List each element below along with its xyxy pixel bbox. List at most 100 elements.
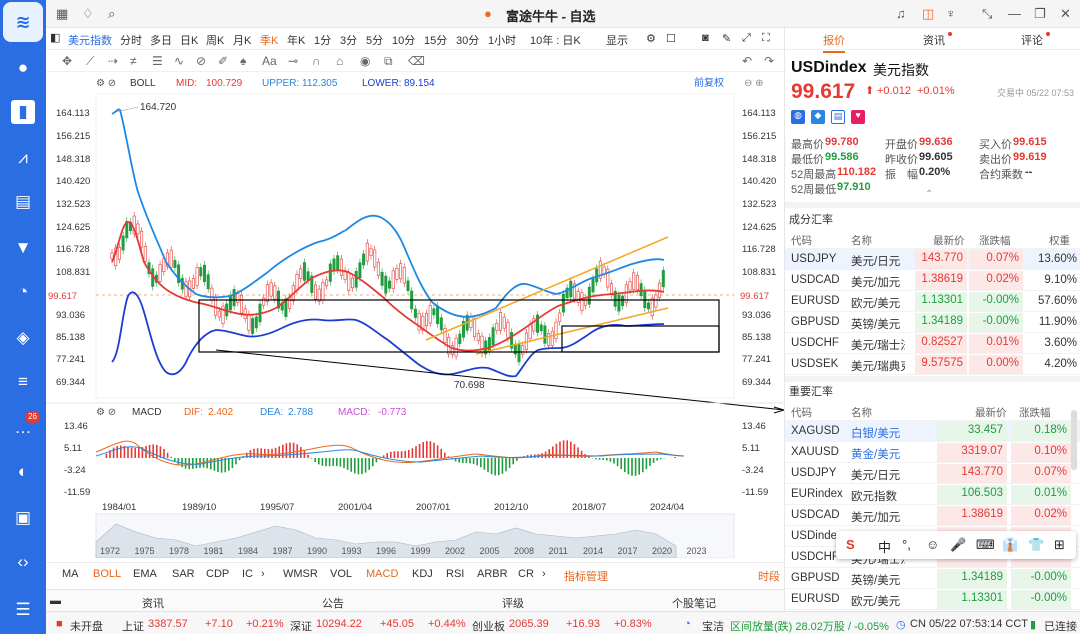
ind-ic[interactable]: IC	[242, 568, 253, 580]
col-name[interactable]: 名称	[851, 235, 872, 247]
message-icon[interactable]: … 26	[11, 411, 40, 440]
fib-tool-icon[interactable]: ☰	[152, 54, 163, 68]
tab-daily[interactable]: 日K	[180, 35, 199, 47]
col-pct[interactable]: 涨跌幅	[979, 235, 1011, 247]
portfolio-pie-icon[interactable]: ◔	[17, 282, 29, 301]
brush-tool-icon[interactable]: ♠	[240, 54, 247, 68]
tab-info[interactable]: 资讯	[923, 32, 952, 48]
ind-sar[interactable]: SAR	[172, 568, 195, 580]
ime-skin-icon[interactable]: 👔	[1002, 537, 1019, 552]
ind-cdp[interactable]: CDP	[206, 568, 230, 580]
tab-5min[interactable]: 5分	[366, 35, 384, 47]
search-icon[interactable]: ⌕	[108, 6, 116, 21]
eye-icon[interactable]: ◉	[360, 54, 371, 68]
layers-icon[interactable]: ⧉	[384, 54, 393, 68]
ime-grid-icon[interactable]: ⊞	[1054, 537, 1065, 552]
lock-icon[interactable]: ⌂	[336, 54, 344, 68]
expand-icon[interactable]: ⤢	[742, 32, 751, 44]
table-row[interactable]: GBPUSD 英镑/美元 1.34189 -0.00% 11.90%	[785, 312, 1080, 333]
magnet-icon[interactable]: ∩	[312, 54, 321, 68]
news-icon[interactable]: ≡	[18, 372, 28, 391]
channel-lower-line[interactable]	[475, 307, 669, 355]
settings-gear-icon[interactable]: ⚙	[646, 33, 656, 45]
ind-more-icon[interactable]: ›	[542, 568, 546, 580]
tab-quote[interactable]: 报价	[823, 32, 845, 53]
pencil-tool-icon[interactable]: ✐	[218, 54, 229, 68]
range-select[interactable]: 10年 : 日K	[530, 35, 581, 47]
code-icon[interactable]: ‹›	[17, 552, 29, 571]
tab-comments[interactable]: 评论	[1021, 32, 1050, 48]
ind-next-icon[interactable]: ›	[261, 568, 265, 580]
ime-logo-icon[interactable]: S	[846, 537, 855, 552]
line-tool-icon[interactable]: ⟋	[86, 54, 95, 68]
shrink-icon[interactable]: ⤡	[982, 6, 993, 21]
table-row[interactable]: EURUSD 欧元/美元 1.13301 -0.00%	[785, 589, 1080, 610]
ind-cr[interactable]: CR	[518, 568, 534, 580]
news-ticker[interactable]: 宝洁	[702, 621, 724, 633]
tab-30min[interactable]: 30分	[456, 35, 480, 47]
collapse-icon[interactable]: ▬	[50, 595, 61, 607]
tab-news[interactable]: 资讯	[142, 598, 164, 610]
shirt-icon[interactable]: ♆	[946, 6, 956, 21]
checkbox-icon[interactable]: ☐	[666, 33, 676, 45]
tab-announcements[interactable]: 公告	[322, 598, 344, 610]
ime-punct-icon[interactable]: °,	[902, 537, 911, 552]
tab-1hour[interactable]: 1小时	[488, 35, 517, 47]
ind-wmsr[interactable]: WMSR	[283, 568, 318, 580]
redo-icon[interactable]: ↷	[764, 54, 775, 68]
game-icon[interactable]: ▣	[14, 508, 32, 527]
zoom-controls-icon[interactable]: ⊖ ⊕	[744, 78, 764, 89]
tab-usd-index[interactable]: 美元指数	[68, 35, 112, 47]
cycle-tool-icon[interactable]: ⊘	[196, 54, 207, 68]
trash-icon[interactable]: ⌫	[408, 54, 425, 68]
index-n[interactable]: 创业板	[472, 621, 505, 633]
col-price-2[interactable]: 最新价	[975, 407, 1007, 419]
menu-icon[interactable]: ☰	[15, 600, 31, 619]
boll-settings-icon[interactable]: ⚙ ⊘	[96, 78, 116, 89]
col-code-2[interactable]: 代码	[791, 407, 812, 419]
table-row[interactable]: EURUSD 欧元/美元 1.13301 -0.00% 57.60%	[785, 291, 1080, 312]
measure-tool-icon[interactable]: ⊸	[288, 54, 299, 68]
tab-weekly[interactable]: 周K	[206, 35, 225, 47]
display-menu[interactable]: 显示	[606, 35, 628, 47]
trade-icon[interactable]: ◈	[16, 328, 30, 347]
table-row[interactable]: XAGUSD 白银/美元 33.457 0.18%	[785, 421, 1080, 442]
ind-rsi[interactable]: RSI	[446, 568, 465, 580]
tab-ratings[interactable]: 评级	[502, 598, 524, 610]
restore-icon[interactable]: ❐	[1034, 6, 1046, 21]
col-price[interactable]: 最新价	[933, 235, 965, 247]
favorite-heart-icon[interactable]: ♥	[851, 110, 865, 124]
text-tool-icon[interactable]: Aa	[262, 54, 277, 68]
col-pct-2[interactable]: 涨跌幅	[1019, 407, 1051, 419]
tab-intraday[interactable]: 分时	[120, 35, 142, 47]
tab-10min[interactable]: 10分	[392, 35, 416, 47]
tab-multiday[interactable]: 多日	[150, 35, 172, 47]
ind-ma[interactable]: MA	[62, 568, 79, 580]
ray-tool-icon[interactable]: ⇢	[108, 54, 119, 68]
market-trend-icon[interactable]: ⩘	[18, 148, 28, 167]
table-row[interactable]: USDJPY 美元/日元 143.770 0.07% 13.60%	[785, 249, 1080, 270]
minimize-icon[interactable]: —	[1008, 6, 1021, 21]
ind-kdj[interactable]: KDJ	[412, 568, 433, 580]
tab-15min[interactable]: 15分	[424, 35, 448, 47]
app-logo-icon[interactable]: ≋	[3, 2, 43, 42]
headset-icon[interactable]: ♫	[896, 6, 906, 21]
session-toggle[interactable]: 时段	[758, 571, 780, 583]
tab-1min[interactable]: 1分	[314, 35, 332, 47]
analysis-icon[interactable]: ▤	[14, 192, 32, 211]
panel-toggle-icon[interactable]: ◧	[50, 32, 61, 44]
table-row[interactable]: EURindex 欧元指数 106.503 0.01%	[785, 484, 1080, 505]
close-icon[interactable]: ✕	[1060, 6, 1071, 21]
move-icon[interactable]: ✥	[62, 54, 73, 68]
macd-settings-icon[interactable]: ⚙ ⊘	[96, 407, 116, 418]
table-row[interactable]: XAUUSD 黄金/美元 3319.07 0.10%	[785, 442, 1080, 463]
col-code[interactable]: 代码	[791, 235, 812, 247]
ime-shirt-icon[interactable]: 👕	[1028, 537, 1045, 552]
ime-emoji-icon[interactable]: ☺	[926, 537, 940, 552]
kline-chart[interactable]: ⚙ ⊘ BOLL MID: 100.729 UPPER: 112.305 LOW…	[46, 72, 784, 558]
channel-upper-line[interactable]	[425, 236, 669, 341]
community-icon[interactable]: ◐	[17, 462, 29, 481]
ind-macd[interactable]: MACD	[366, 568, 399, 580]
